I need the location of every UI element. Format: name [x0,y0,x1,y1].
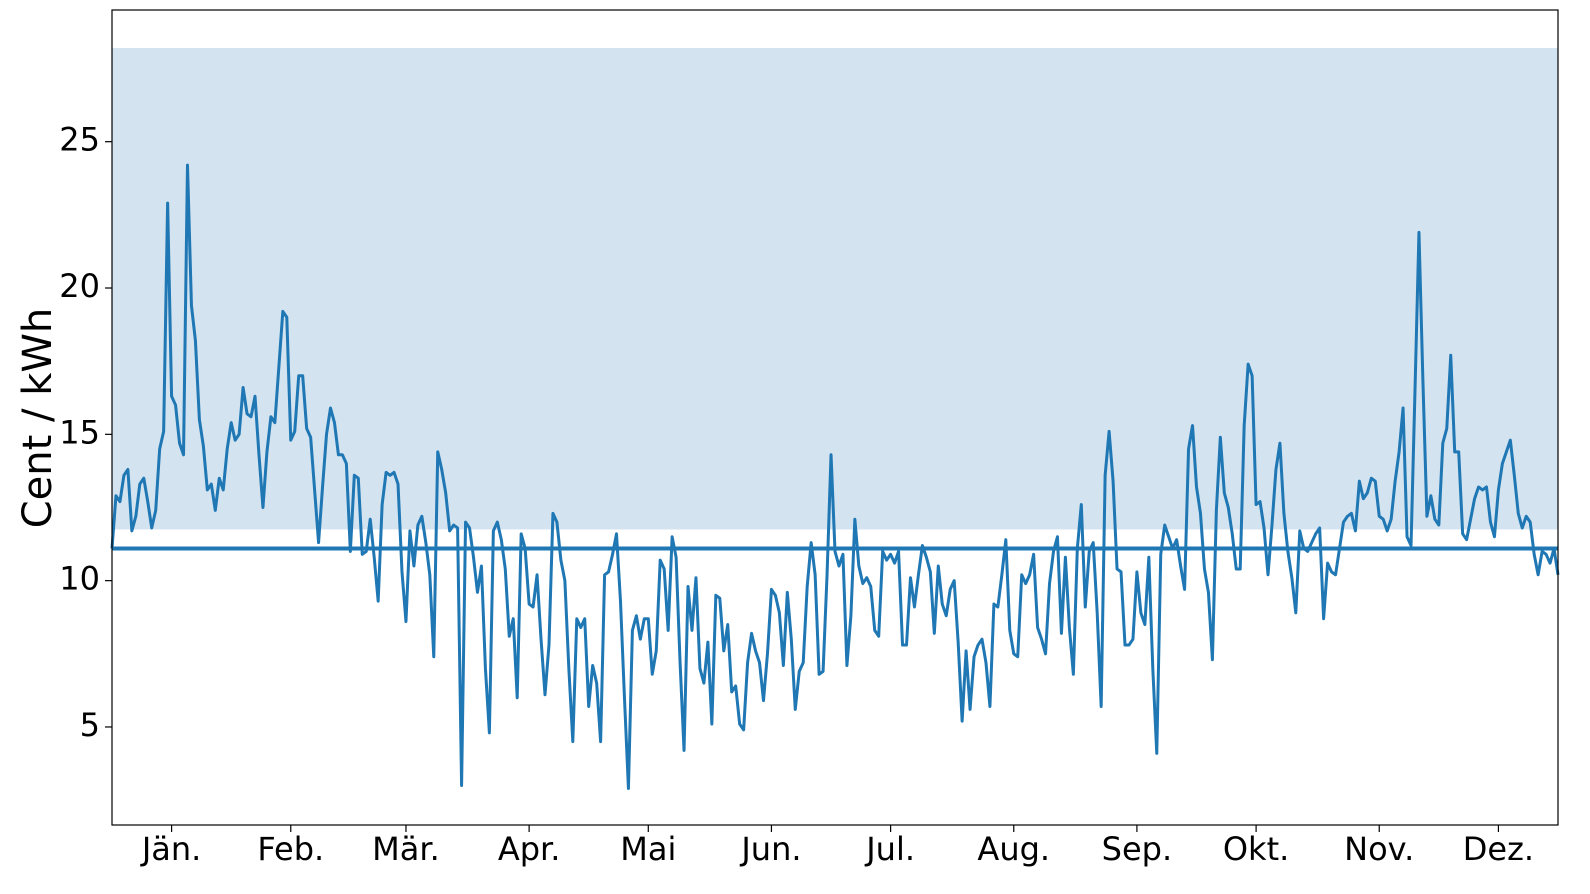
x-tick-label: Jul. [864,830,915,868]
x-tick-label: Jun. [739,830,801,868]
y-tick-label: 20 [59,267,100,305]
shaded-range [112,48,1558,530]
x-tick-label: Aug. [977,830,1050,868]
plot-frame [111,9,1559,826]
y-tick-label: 10 [59,560,100,598]
x-tick-label: Dez. [1463,830,1534,868]
x-tick-label: Okt. [1223,830,1289,868]
line [110,163,1560,790]
y-tick-label: 5 [80,706,100,744]
x-tick-label: Jän. [140,830,202,868]
x-tick-label: Mai [620,830,676,868]
x-tick-label: Sep. [1102,830,1172,868]
y-tick-label: 25 [59,121,100,159]
x-tick-label: Mär. [372,830,440,868]
x-tick-label: Apr. [498,830,561,868]
y-tick-label: 15 [59,413,100,451]
x-tick-label: Nov. [1344,830,1414,868]
y-axis-label: Cent / kWh [15,308,61,529]
x-tick-label: Feb. [257,830,324,868]
